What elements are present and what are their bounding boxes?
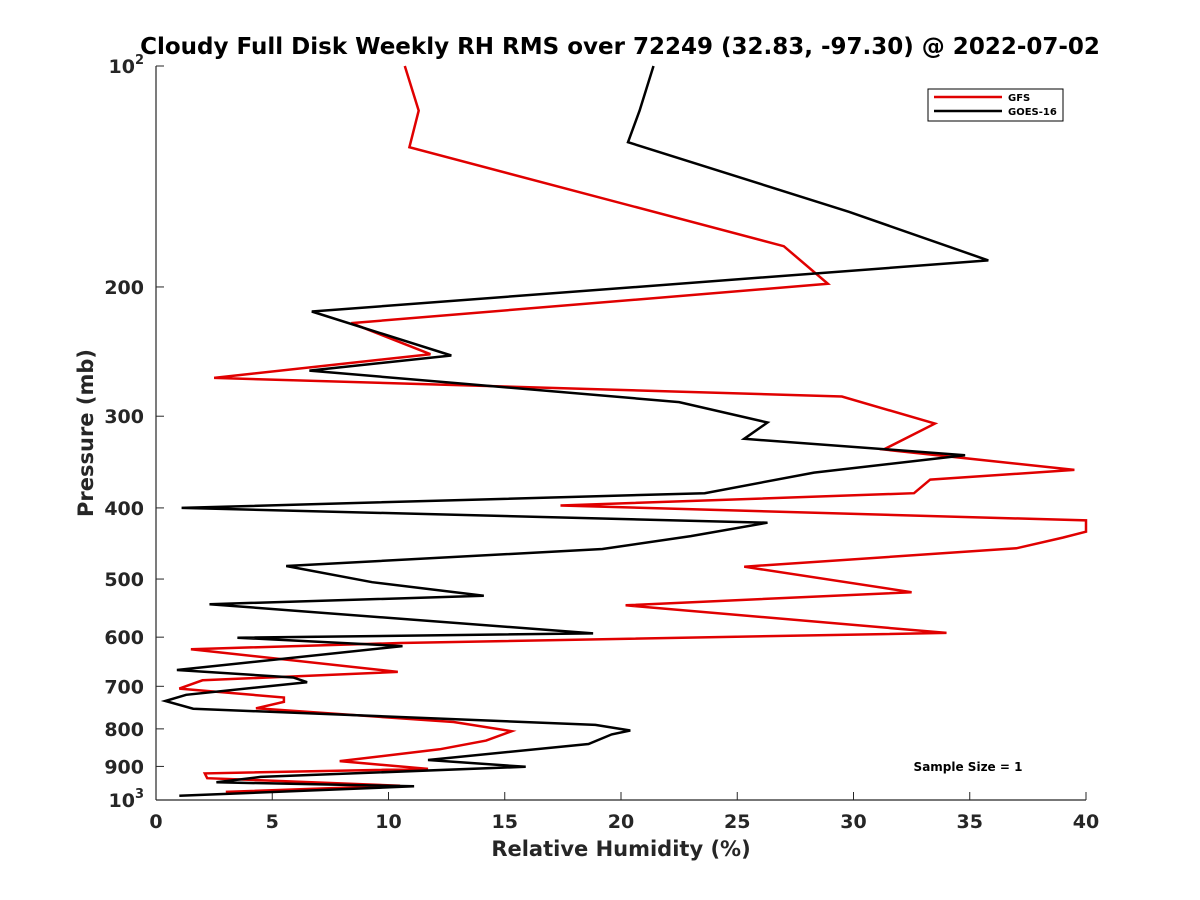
legend: GFS GOES-16	[927, 88, 1064, 122]
sample-size-annotation: Sample Size = 1	[914, 760, 1023, 774]
x-tick-label: 25	[724, 811, 750, 833]
y-tick-label: 500	[104, 569, 144, 591]
legend-label-gfs: GFS	[1008, 93, 1030, 104]
y-tick-label: 103	[109, 787, 145, 812]
y-tick-label: 200	[104, 277, 144, 299]
series-line-goes16	[160, 65, 989, 798]
x-tick-label: 10	[375, 811, 401, 833]
x-tick-label: 35	[957, 811, 983, 833]
y-tick-label: 900	[104, 756, 144, 778]
y-tick-label: 400	[104, 498, 144, 520]
legend-label-goes16: GOES-16	[1008, 107, 1057, 118]
y-tick-label: 800	[104, 719, 144, 741]
plot-frame	[156, 66, 1086, 800]
legend-box	[927, 88, 1064, 122]
x-tick-label: 40	[1073, 811, 1099, 833]
series-line-gfs	[178, 65, 1088, 794]
y-tick-label: 300	[104, 406, 144, 428]
y-tick-label: 600	[104, 627, 144, 649]
x-tick-label: 30	[840, 811, 866, 833]
x-tick-label: 15	[492, 811, 518, 833]
x-tick-label: 5	[266, 811, 279, 833]
x-tick-label: 0	[149, 811, 162, 833]
x-axis-label: Relative Humidity (%)	[491, 837, 750, 861]
y-axis-label: Pressure (mb)	[74, 349, 98, 517]
chart-title: Cloudy Full Disk Weekly RH RMS over 7224…	[140, 34, 1100, 60]
x-tick-label: 20	[608, 811, 634, 833]
plot-area	[155, 66, 1086, 801]
y-tick-label: 102	[109, 53, 145, 78]
y-tick-label: 700	[104, 676, 144, 698]
